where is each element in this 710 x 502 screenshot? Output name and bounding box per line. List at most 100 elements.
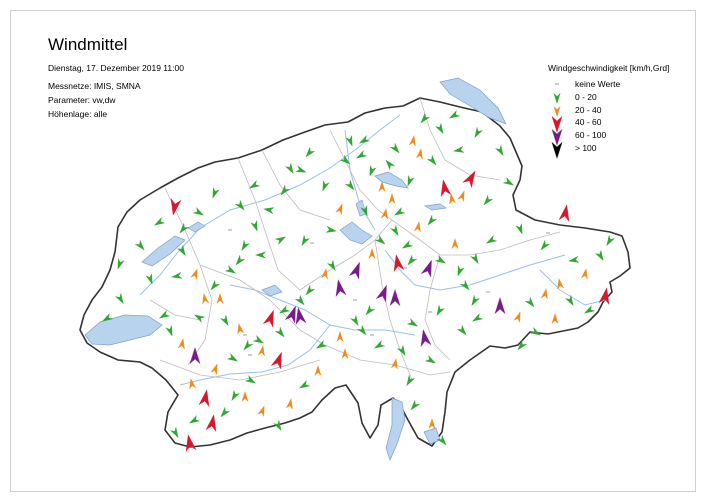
wind-arrow-135 <box>427 214 438 226</box>
wind-arrow-77 <box>456 324 467 336</box>
legend-label-40-60: 40 - 60 <box>575 117 602 127</box>
wind-arrow-100 <box>220 406 231 418</box>
wind-arrow-123 <box>436 434 447 446</box>
lake-maggiore <box>385 397 406 461</box>
wind-arrow-17 <box>339 154 351 165</box>
wind-arrow-111 <box>169 426 179 439</box>
wind-arrow-51 <box>326 259 336 272</box>
wind-arrow-124 <box>598 287 610 306</box>
wind-arrow-12 <box>250 219 258 232</box>
wind-arrow-33 <box>393 206 406 216</box>
wind-arrow-3 <box>170 197 182 216</box>
wind-arrow-11 <box>241 239 251 252</box>
wind-arrow-71 <box>557 278 565 290</box>
wind-arrow-18 <box>355 149 368 159</box>
wind-arrow-26 <box>440 179 452 198</box>
wind-arrow-50 <box>320 268 328 280</box>
wind-arrow-70 <box>606 234 616 247</box>
wind-arrow-132 <box>401 239 414 249</box>
wind-arrow-21 <box>415 148 423 160</box>
datetime-label: Dienstag, 17. Dezember 2019 11:00 <box>48 63 184 73</box>
wind-arrow-150 <box>434 122 444 135</box>
wind-arrow-7 <box>202 293 210 305</box>
legend-symbol-3 <box>551 115 563 133</box>
wind-arrow-140 <box>284 162 294 175</box>
wind-arrow-55 <box>374 234 386 245</box>
wind-arrow-13 <box>263 207 275 215</box>
legend-symbols <box>551 83 563 159</box>
legend-label-20-40: 20 - 40 <box>575 105 602 115</box>
wind-arrow-151 <box>448 109 461 119</box>
wind-arrow-138 <box>345 134 353 147</box>
wind-arrow-47 <box>278 304 291 314</box>
wind-arrow-41 <box>235 254 246 266</box>
wind-arrow-154 <box>369 164 377 177</box>
wind-arrow-149 <box>420 112 431 124</box>
wind-arrow-54 <box>368 248 376 260</box>
wind-arrow-24 <box>474 126 484 139</box>
wind-arrow-56 <box>393 254 405 273</box>
wind-arrow-141 <box>248 179 261 189</box>
wind-arrow-93 <box>210 363 218 376</box>
wind-arrow-144 <box>192 206 205 216</box>
wind-arrow-20 <box>407 174 415 187</box>
legend-symbol-2 <box>553 105 561 117</box>
switzerland-wind-map <box>79 77 631 461</box>
wind-arrow-83 <box>365 304 376 316</box>
wind-arrow-65 <box>540 239 551 251</box>
wind-arrow-35 <box>360 204 368 217</box>
map-title: Windmittel <box>48 35 128 54</box>
wind-arrow-78 <box>436 304 446 317</box>
wind-arrow-131 <box>459 279 470 291</box>
lakes <box>84 77 507 461</box>
wind-arrow-64 <box>515 222 523 235</box>
lake-biel <box>187 221 206 233</box>
wind-arrow-152 <box>408 135 416 147</box>
wind-arrow-118 <box>406 374 416 387</box>
wind-arrow-32 <box>388 193 396 205</box>
wind-arrow-68 <box>580 268 588 280</box>
wind-arrow-36 <box>335 203 343 216</box>
wind-arrow-86 <box>315 339 328 349</box>
wind-arrow-44 <box>237 323 245 335</box>
wind-arrow-133 <box>389 224 399 237</box>
wind-arrow-23 <box>453 145 465 153</box>
wind-arrow-147 <box>101 312 114 322</box>
wind-arrow-79 <box>420 329 432 348</box>
wind-arrow-30 <box>483 194 494 206</box>
wind-arrow-4 <box>176 244 186 257</box>
wind-arrow-31 <box>502 176 515 186</box>
wind-arrow-137 <box>358 134 371 144</box>
wind-arrow-67 <box>568 255 580 263</box>
wind-arrow-84 <box>349 314 359 327</box>
wind-arrow-76 <box>471 312 484 322</box>
wind-arrow-61 <box>457 264 465 277</box>
wind-arrow-134 <box>413 221 421 233</box>
wind-arrow-66 <box>558 204 570 223</box>
wind-arrow-81 <box>389 289 401 307</box>
wind-arrow-10 <box>224 264 237 274</box>
wind-arrow-53 <box>348 261 360 280</box>
wind-arrow-153 <box>389 142 400 154</box>
wind-arrow-117 <box>396 344 406 357</box>
lake-neuchatel <box>141 235 186 267</box>
wind-arrow-38 <box>301 234 311 247</box>
wind-arrow-75 <box>494 297 506 315</box>
wind-arrow-34 <box>380 208 388 220</box>
wind-arrow-121 <box>410 399 421 411</box>
networks-label: Messnetze: IMIS, SMNA <box>48 81 141 91</box>
wind-arrow-130 <box>471 294 481 307</box>
wind-arrow-155 <box>378 181 386 193</box>
legend-label-60-100: 60 - 100 <box>575 130 607 140</box>
wind-arrow-94 <box>189 347 201 365</box>
wind-arrow-73 <box>524 296 535 308</box>
wind-arrow-45 <box>252 334 265 344</box>
wind-arrow-145 <box>179 222 190 234</box>
legend-label-over-100: > 100 <box>575 143 597 153</box>
lake-walen <box>423 203 447 211</box>
wind-arrow-5 <box>171 271 183 279</box>
wind-arrow-109 <box>231 389 241 402</box>
wind-arrow-103 <box>272 419 282 432</box>
wind-arrow-14 <box>280 184 291 196</box>
wind-arrow-60 <box>451 238 459 250</box>
